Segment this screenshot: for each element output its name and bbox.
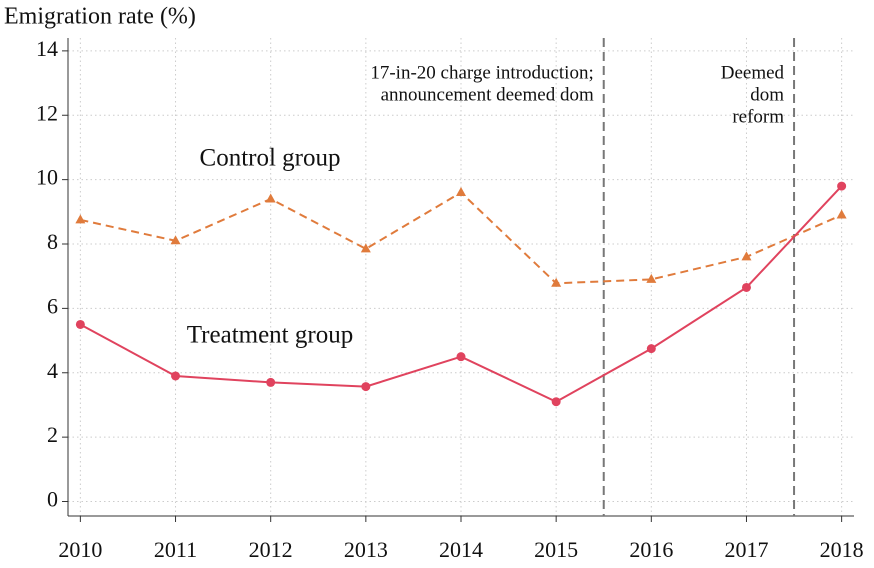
series-line — [80, 191, 843, 285]
y-tick-label: 14 — [36, 36, 58, 61]
marker — [836, 209, 847, 219]
x-tick-label: 2016 — [629, 537, 673, 562]
y-tick-label: 2 — [47, 422, 58, 447]
y-tick-label: 10 — [36, 165, 58, 190]
y-tick-label: 8 — [47, 229, 58, 254]
annotation: dom — [750, 84, 784, 105]
marker — [266, 377, 276, 387]
marker — [265, 193, 276, 203]
marker — [456, 352, 466, 362]
marker — [361, 382, 371, 392]
y-tick-label: 4 — [47, 358, 58, 383]
x-tick-label: 2014 — [439, 537, 483, 562]
annotation: reform — [732, 106, 784, 127]
marker — [741, 251, 752, 261]
marker — [646, 344, 656, 354]
annotation: 17-in-20 charge introduction; — [370, 62, 593, 83]
marker — [741, 282, 751, 292]
legend-label: Control group — [200, 145, 341, 172]
x-tick-label: 2015 — [534, 537, 578, 562]
marker — [75, 214, 86, 224]
marker — [171, 371, 181, 381]
x-tick-label: 2013 — [344, 537, 388, 562]
marker — [646, 273, 657, 283]
marker — [75, 319, 85, 329]
annotation: Deemed — [721, 62, 785, 83]
marker — [551, 277, 562, 287]
y-tick-label: 12 — [36, 100, 58, 125]
legend-label: Treatment group — [187, 322, 353, 349]
marker — [456, 187, 466, 197]
x-tick-label: 2010 — [58, 537, 102, 562]
x-tick-label: 2011 — [154, 537, 197, 562]
marker — [837, 181, 847, 191]
y-axis-label: Emigration rate (%) — [4, 4, 196, 30]
marker — [360, 243, 371, 253]
marker — [551, 397, 561, 407]
x-tick-label: 2018 — [820, 537, 864, 562]
y-tick-label: 6 — [47, 293, 58, 318]
annotation: announcement deemed dom — [381, 84, 594, 105]
marker — [170, 235, 181, 245]
x-tick-label: 2017 — [724, 537, 768, 562]
y-tick-label: 0 — [47, 487, 58, 512]
x-tick-label: 2012 — [249, 537, 293, 562]
